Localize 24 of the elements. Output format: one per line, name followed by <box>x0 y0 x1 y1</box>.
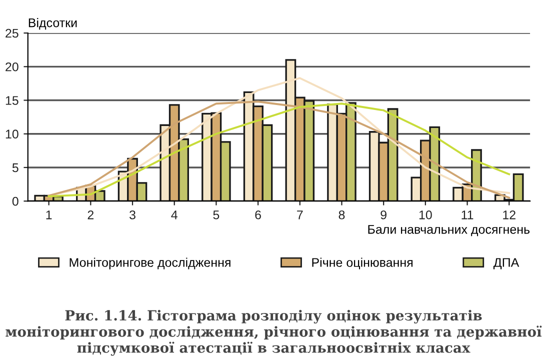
x-tick-label: 1 <box>46 210 52 220</box>
text: Рис. 1.14. Гістограма розподілу оцінок результатів моніторингового дослідження, річного оцінювання та державної підсумкової атестації в загальноосвітніх класах <box>6 310 542 356</box>
y-tick-label: 0 <box>12 196 18 206</box>
y-tick-label: 15 <box>6 96 18 105</box>
x-tick-label: 3 <box>130 210 136 220</box>
x-tick-label: 7 <box>297 210 303 220</box>
y-tick-label: 20 <box>6 62 18 72</box>
x-tick-label: 10 <box>419 210 432 220</box>
x-tick-label: 8 <box>338 210 345 220</box>
x-tick-label: 4 <box>171 210 178 220</box>
x-tick-label: 12 <box>503 210 516 220</box>
y-tick-label: 25 <box>6 28 18 38</box>
x-tick-label: 6 <box>255 210 261 220</box>
legend-label: Моніторингове дослідження <box>70 258 230 270</box>
y-axis-title: Відсотки <box>28 18 77 30</box>
y-tick-label: 5 <box>12 163 18 172</box>
x-tick-label: 5 <box>213 210 220 220</box>
legend-label: Річне оцінювання <box>312 258 413 270</box>
y-tick-label: 10 <box>6 130 18 139</box>
x-axis-title: Бали навчальних досягнень <box>368 225 530 236</box>
x-tick-label: 11 <box>462 210 474 220</box>
x-tick-label: 9 <box>380 210 386 220</box>
legend-label: ДПА <box>493 258 520 270</box>
x-tick-label: 2 <box>88 210 94 220</box>
